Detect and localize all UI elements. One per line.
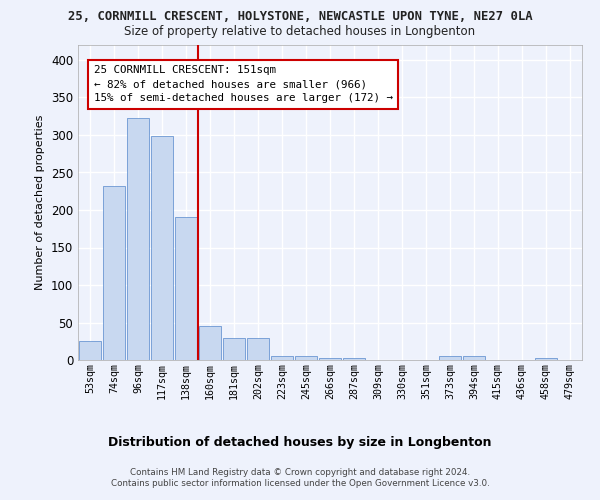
Bar	[439, 356, 461, 360]
Bar	[271, 356, 293, 360]
Bar	[103, 186, 125, 360]
Y-axis label: Number of detached properties: Number of detached properties	[35, 115, 46, 290]
Bar	[175, 218, 197, 360]
Text: 25, CORNMILL CRESCENT, HOLYSTONE, NEWCASTLE UPON TYNE, NE27 0LA: 25, CORNMILL CRESCENT, HOLYSTONE, NEWCAS…	[68, 10, 532, 23]
Bar	[535, 358, 557, 360]
Bar	[127, 118, 149, 360]
Bar	[319, 358, 341, 360]
Text: 25 CORNMILL CRESCENT: 151sqm
← 82% of detached houses are smaller (966)
15% of s: 25 CORNMILL CRESCENT: 151sqm ← 82% of de…	[94, 65, 392, 103]
Bar	[247, 338, 269, 360]
Bar	[151, 136, 173, 360]
Bar	[463, 356, 485, 360]
Bar	[199, 326, 221, 360]
Text: Contains HM Land Registry data © Crown copyright and database right 2024.
Contai: Contains HM Land Registry data © Crown c…	[110, 468, 490, 487]
Bar	[295, 356, 317, 360]
Text: Size of property relative to detached houses in Longbenton: Size of property relative to detached ho…	[124, 25, 476, 38]
Bar	[79, 341, 101, 360]
Text: Distribution of detached houses by size in Longbenton: Distribution of detached houses by size …	[108, 436, 492, 449]
Bar	[343, 358, 365, 360]
Bar	[223, 338, 245, 360]
